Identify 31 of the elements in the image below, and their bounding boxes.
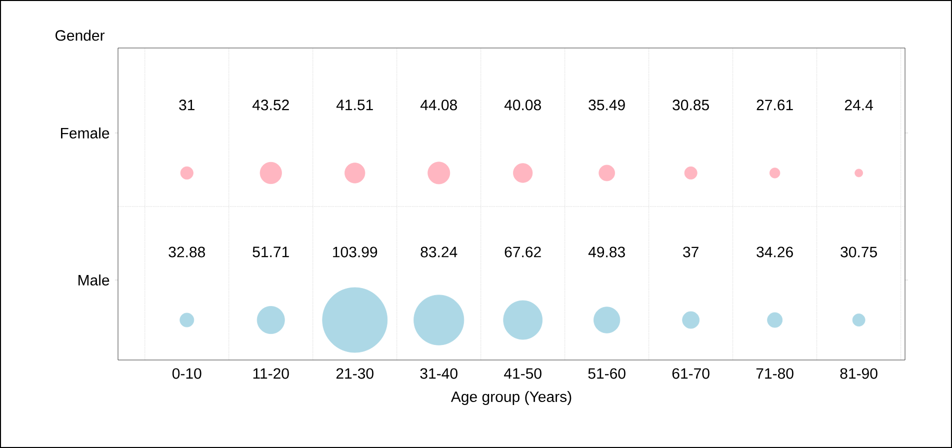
data-label: 35.49	[588, 100, 625, 110]
data-label: 30.85	[672, 100, 709, 110]
text: Female	[61, 127, 110, 138]
data-label: 103.99	[333, 246, 378, 258]
category-label: 81-90	[840, 368, 878, 379]
data-label: 49.83	[588, 246, 625, 258]
category-label: 31-40	[420, 368, 458, 379]
data-label: 31	[179, 100, 194, 110]
data-label: 83.24	[420, 246, 458, 258]
data-label: 30.75	[840, 246, 877, 258]
data-label: 27.61	[756, 100, 793, 110]
text: Age group (Years)	[450, 391, 572, 405]
data-label: 44.08	[420, 100, 457, 110]
data-label: 43.52	[252, 100, 289, 110]
data-label: 32.88	[168, 246, 205, 258]
category-label: 61-70	[672, 368, 710, 379]
text: Male	[78, 274, 110, 286]
category-label: 21-30	[336, 368, 374, 379]
data-label: 37	[683, 246, 698, 258]
data-label: 67.62	[504, 246, 541, 258]
data-label: 40.08	[504, 100, 541, 110]
data-label: 41.51	[336, 100, 373, 110]
data-label: 51.71	[252, 246, 289, 258]
category-label: 51-60	[588, 368, 626, 379]
data-label: 34.26	[756, 246, 793, 258]
category-label: 0-10	[172, 368, 202, 379]
category-label: 41-50	[504, 368, 542, 379]
text: Gender	[56, 30, 105, 41]
category-label: 71-80	[756, 368, 794, 379]
data-label: 24.4	[844, 100, 873, 110]
category-label: 11-20	[253, 368, 289, 379]
